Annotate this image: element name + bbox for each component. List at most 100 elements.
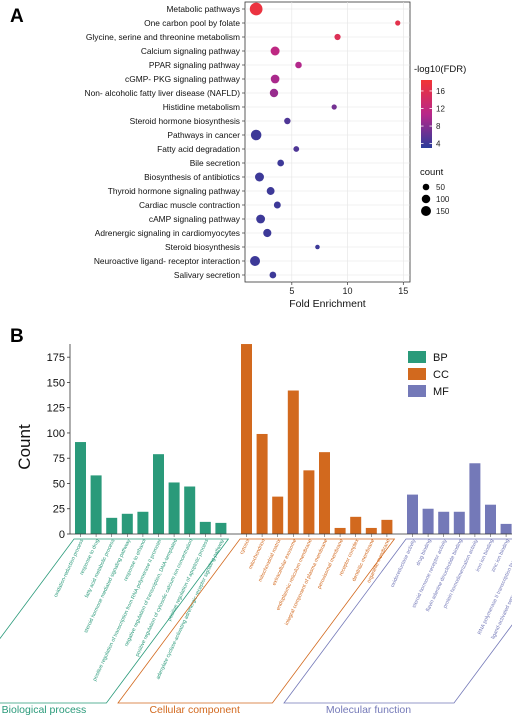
pathway-label: Thyroid hormone signaling pathway	[108, 186, 241, 196]
group-label: Biological process	[2, 704, 87, 716]
group-bracket	[117, 538, 396, 704]
group-label: Molecular function	[326, 704, 411, 716]
bar	[350, 516, 362, 534]
color-legend-tick-label: 8	[436, 122, 441, 131]
term-label: oxidoreductase activity	[390, 538, 418, 588]
bar	[365, 527, 377, 534]
legend-swatch	[408, 385, 426, 397]
pathway-dot	[331, 104, 337, 110]
bar	[485, 504, 496, 534]
pathway-label: Cardiac muscle contraction	[139, 200, 240, 210]
bar	[90, 475, 102, 534]
x-tick-label: 10	[343, 286, 353, 296]
size-legend-label: 150	[436, 207, 450, 216]
dotplot-frame	[244, 1, 411, 283]
group-bracket	[0, 538, 230, 704]
x-tick-label: 15	[398, 286, 408, 296]
bar	[407, 494, 418, 534]
size-legend-title: count	[420, 167, 444, 178]
bar	[319, 452, 330, 534]
pathway-label: Glycine, serine and threonine metabolism	[86, 32, 240, 42]
bar	[287, 390, 299, 534]
size-legend-label: 100	[436, 195, 450, 204]
x-axis-title: Fold Enrichment	[289, 298, 366, 310]
bar	[422, 508, 434, 534]
legend-label: CC	[433, 369, 449, 381]
bar	[75, 442, 86, 534]
y-tick-label: 50	[53, 478, 65, 490]
group-label: Cellular component	[149, 704, 240, 716]
pathway-dot	[269, 271, 277, 279]
bar	[106, 517, 118, 534]
bar	[137, 511, 149, 534]
color-legend-tick-label: 16	[436, 87, 445, 96]
pathway-label: Calcium signaling pathway	[141, 46, 241, 56]
size-legend-dot	[421, 194, 431, 204]
pathway-dot	[395, 20, 401, 26]
pathway-label: Neuroactive ligand- receptor interaction	[94, 256, 241, 266]
y-tick-label: 100	[47, 428, 65, 440]
color-legend-tick-label: 4	[436, 140, 441, 149]
color-legend-title: -log10(FDR)	[414, 64, 466, 75]
legend-swatch	[408, 351, 426, 363]
pathway-dot	[269, 88, 279, 98]
bar	[121, 513, 133, 534]
bar	[438, 511, 450, 534]
x-tick-label: 5	[289, 286, 294, 296]
legend-label: BP	[433, 352, 448, 364]
size-legend-dot	[422, 183, 430, 191]
bar	[272, 496, 284, 534]
pathway-dot	[273, 201, 281, 209]
color-legend-tick-label: 12	[436, 105, 445, 114]
bar	[256, 433, 268, 534]
bar	[303, 470, 315, 534]
pathway-label: cAMP signaling pathway	[149, 214, 241, 224]
pathway-dot	[250, 129, 262, 141]
pathway-dot	[315, 244, 320, 250]
bar	[241, 344, 252, 534]
panel-b-letter: B	[10, 326, 24, 347]
bar	[381, 519, 393, 534]
pathway-label: Metabolic pathways	[166, 4, 240, 14]
panel-a-letter: A	[10, 6, 24, 27]
y-tick-label: 0	[59, 529, 65, 541]
group-bracket	[283, 538, 512, 704]
term-label: drug binding	[415, 538, 433, 567]
y-tick-label: 125	[47, 403, 65, 415]
bar	[153, 454, 164, 534]
size-legend-dot	[421, 206, 431, 216]
pathway-label: Histidine metabolism	[163, 102, 240, 112]
pathway-dot	[270, 74, 280, 84]
bar	[453, 511, 465, 534]
pathway-dot	[293, 146, 300, 152]
size-legend-label: 50	[436, 183, 445, 192]
y-tick-label: 150	[47, 377, 65, 389]
legend-swatch	[408, 368, 426, 380]
dotplot-chart: 5 10 15 Metabolic pathways One carbon pool b…	[85, 1, 466, 310]
bar	[168, 482, 180, 534]
pathway-dot	[255, 172, 264, 182]
pathway-dot	[266, 187, 275, 195]
pathway-label: One carbon pool by folate	[144, 18, 240, 28]
pathway-dot	[277, 159, 285, 167]
legend-label: MF	[433, 386, 449, 398]
bar	[500, 523, 512, 534]
y-tick-label: 75	[53, 453, 65, 465]
pathway-label: Bile secretion	[190, 158, 241, 168]
y-tick-label: 25	[53, 504, 65, 516]
pathway-dot	[334, 33, 341, 41]
bar	[199, 521, 211, 534]
pathway-dot	[284, 117, 291, 125]
pathway-dot	[250, 256, 261, 266]
pathway-dot	[295, 61, 302, 69]
y-axis-title: Count	[15, 424, 34, 470]
pathway-label: Salivary secretion	[174, 270, 240, 280]
term-label: cytosol	[239, 538, 251, 555]
pathway-label: PPAR signaling pathway	[149, 60, 241, 70]
pathway-label: Biosynthesis of antibiotics	[144, 172, 240, 182]
bar	[215, 522, 227, 534]
bar-chart: 0255075100125150175Countoxidation-reduct…	[0, 344, 512, 716]
pathway-label: Adrenergic signaling in cardiomyocytes	[95, 228, 240, 238]
pathway-label: Steroid hormone biosynthesis	[130, 116, 240, 126]
